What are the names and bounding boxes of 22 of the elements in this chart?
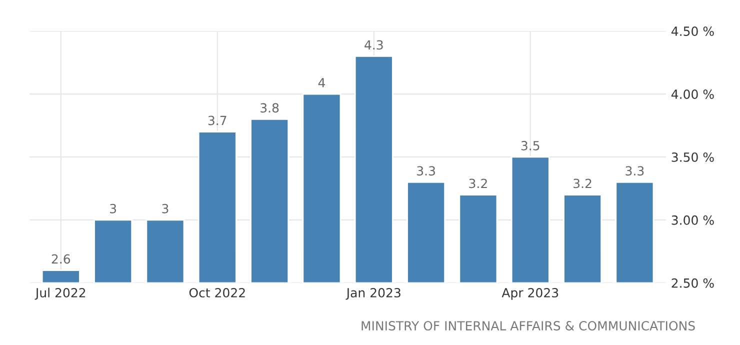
y-tick-label: 2.50 % xyxy=(672,278,714,288)
data-label: 3 xyxy=(110,204,116,214)
x-tick-label: Jan 2023 xyxy=(346,288,400,300)
data-label: 2.6 xyxy=(52,254,70,264)
y-tick-label: 3.00 % xyxy=(672,215,714,225)
data-label: 3.3 xyxy=(417,166,435,176)
x-tick-label: Apr 2023 xyxy=(502,288,558,300)
data-label: 3.2 xyxy=(574,178,592,188)
y-tick-label: 4.00 % xyxy=(671,89,714,99)
data-label: 3 xyxy=(162,204,168,214)
data-label: 4 xyxy=(318,78,325,88)
text: MINISTRY OF INTERNAL AFFAIRS & COMMUNICATIONS xyxy=(362,321,695,331)
data-label: 4.3 xyxy=(364,40,383,50)
x-tick-label: Oct 2022 xyxy=(189,288,245,298)
x-tick-label: Jul 2022 xyxy=(34,288,86,300)
data-label: 3.3 xyxy=(626,166,644,176)
data-label: 3.2 xyxy=(469,178,487,188)
y-tick-label: 4.50 % xyxy=(671,26,714,36)
data-label: 3.8 xyxy=(260,103,279,113)
data-label: 3.7 xyxy=(208,116,226,126)
data-label: 3.5 xyxy=(521,140,540,150)
y-tick-label: 3.50 % xyxy=(672,152,714,162)
